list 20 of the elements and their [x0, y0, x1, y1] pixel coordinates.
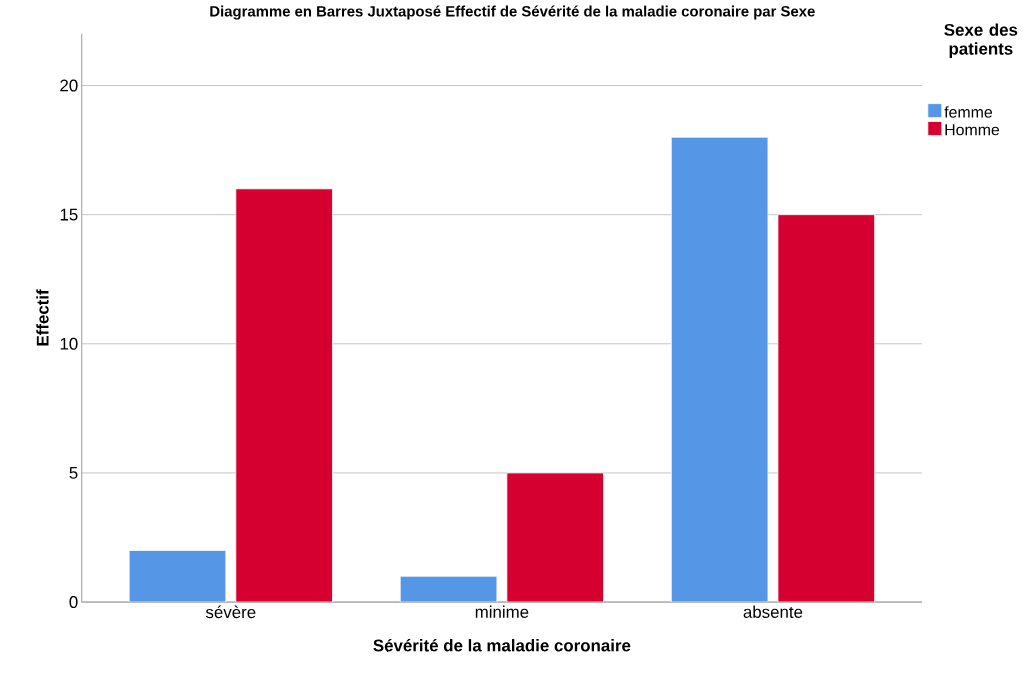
y-axis-title: Effectif	[36, 289, 49, 346]
y-tick-label: 0	[69, 596, 78, 609]
x-tick-label: minime	[475, 605, 529, 619]
chart-title: Diagramme en Barres Juxtaposé Effectif de Sévérité de la maladie coronaire par Sexe	[210, 5, 815, 20]
y-tick-label: 15	[60, 208, 78, 221]
legend-label: Homme	[945, 124, 1000, 136]
bar	[128, 550, 227, 603]
bar	[777, 214, 876, 603]
x-tick-label: sévère	[205, 605, 256, 619]
bar	[670, 136, 769, 603]
bar	[235, 188, 333, 603]
x-tick-label: absente	[743, 605, 803, 619]
y-tick-label: 10	[60, 337, 78, 350]
x-axis-title: Sévérité de la maladie coronaire	[373, 639, 631, 652]
bar	[506, 472, 604, 603]
y-tick-label: 20	[60, 79, 78, 92]
y-tick-label: 5	[69, 467, 78, 479]
bar	[399, 575, 498, 603]
legend-label: femme	[944, 106, 993, 118]
legend-title: Sexe des patients	[944, 23, 1018, 59]
